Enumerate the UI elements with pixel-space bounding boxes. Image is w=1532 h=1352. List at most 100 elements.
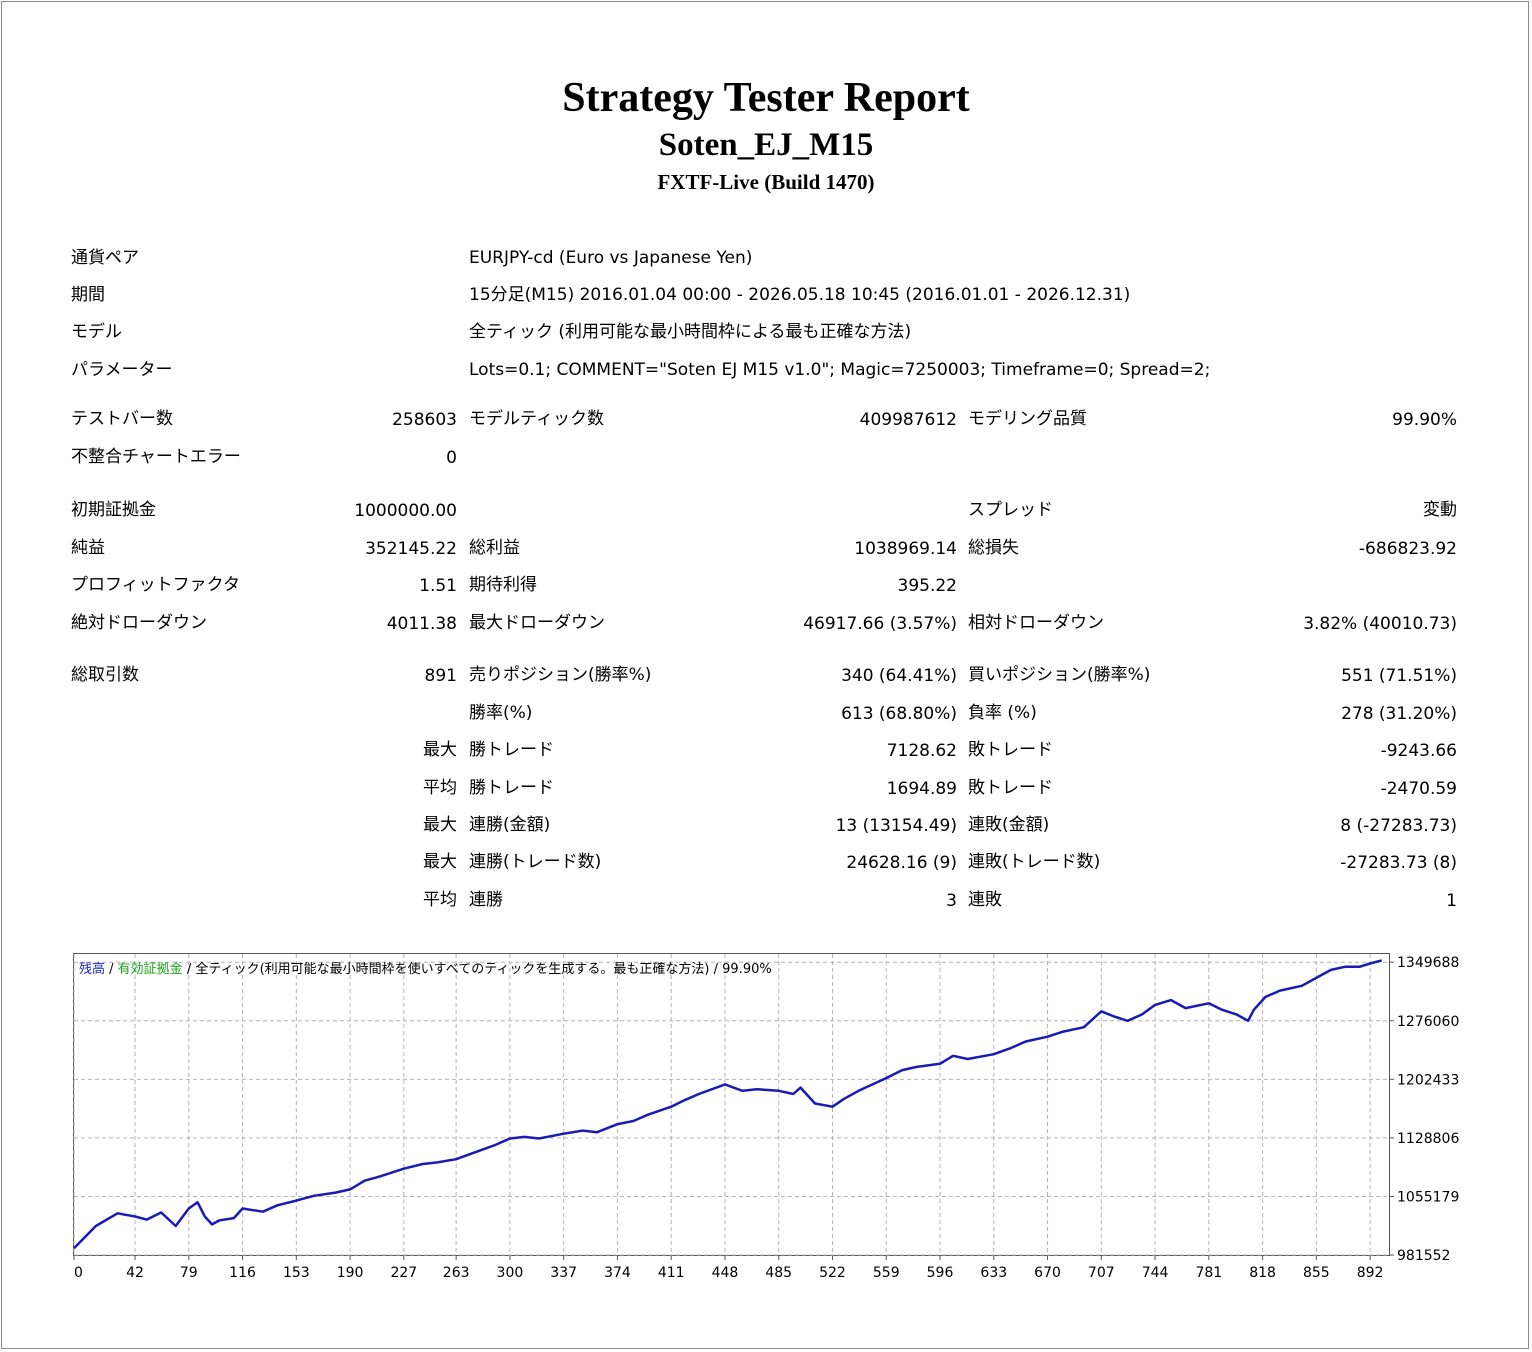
stat-value-profit-factor: 1.51 (419, 576, 457, 596)
stat-value-abs-drawdown: 4011.38 (386, 614, 457, 634)
x-tick-label: 116 (229, 1265, 256, 1281)
stat-prefix-max-1: 最大 (423, 740, 457, 760)
x-tick-label: 263 (443, 1265, 470, 1281)
stat-label-max-loss-trade: 敗トレード (968, 740, 1053, 760)
stat-label-total-trades: 総取引数 (71, 665, 139, 685)
stat-value-net-profit: 352145.22 (365, 539, 457, 559)
x-tick-label: 448 (712, 1265, 739, 1281)
stat-label-max-drawdown: 最大ドローダウン (469, 613, 605, 633)
stat-prefix-avg-1: 平均 (423, 778, 457, 798)
stat-value-expected-payoff: 395.22 (897, 576, 957, 596)
stat-value-consec-loss-count: -27283.73 (8) (1340, 853, 1457, 873)
stat-value-avg-loss-trade: -2470.59 (1380, 779, 1457, 799)
y-tick-label: 1276060 (1397, 1014, 1459, 1030)
stat-value-quality: 99.90% (1392, 410, 1457, 430)
x-tick-label: 855 (1303, 1265, 1330, 1281)
x-tick-label: 522 (819, 1265, 846, 1281)
stat-value-deposit: 1000000.00 (354, 501, 457, 521)
info-label-parameters: パラメーター (71, 360, 173, 380)
stat-label-rel-drawdown: 相対ドローダウン (968, 613, 1104, 633)
stat-value-avg-consec-loss: 1 (1446, 891, 1457, 911)
x-tick-label: 670 (1034, 1265, 1061, 1281)
x-tick-label: 559 (873, 1265, 900, 1281)
stat-label-quality: モデリング品質 (968, 409, 1087, 429)
info-value-model: 全ティック (利用可能な最小時間枠による最も正確な方法) (469, 322, 912, 342)
legend-separator: / (105, 962, 118, 977)
legend-quality: 99.90% (722, 962, 772, 977)
stat-value-bars: 258603 (392, 410, 457, 430)
legend-separator: / (182, 962, 196, 977)
info-label-symbol: 通貨ペア (71, 248, 139, 268)
stat-label-avg-loss-trade: 敗トレード (968, 778, 1053, 798)
stat-value-gross-loss: -686823.92 (1358, 539, 1457, 559)
stat-value-loss-rate: 278 (31.20%) (1341, 704, 1457, 724)
server-build: FXTF-Live (Build 1470) (657, 170, 875, 194)
stat-value-long-positions: 551 (71.51%) (1341, 666, 1457, 686)
x-tick-label: 337 (550, 1265, 577, 1281)
stat-label-net-profit: 純益 (71, 538, 105, 558)
stat-label-deposit: 初期証拠金 (71, 500, 156, 520)
x-tick-label: 744 (1142, 1265, 1169, 1281)
legend-balance: 残高 (79, 962, 106, 977)
stat-label-consec-loss-amount: 連敗(金額) (968, 815, 1050, 835)
x-tick-label: 227 (390, 1265, 417, 1281)
y-tick-label: 1349688 (1397, 955, 1459, 971)
x-tick-label: 781 (1195, 1265, 1222, 1281)
x-tick-label: 707 (1088, 1265, 1115, 1281)
stat-value-consec-win-amount: 13 (13154.49) (835, 816, 957, 836)
x-tick-label: 374 (604, 1265, 631, 1281)
stat-value-rel-drawdown: 3.82% (40010.73) (1303, 614, 1457, 634)
stat-label-ticks: モデルティック数 (469, 409, 604, 429)
stat-value-spread: 変動 (1423, 500, 1457, 520)
stat-label-avg-consec-win: 連勝 (469, 890, 503, 910)
stat-label-bars: テストバー数 (71, 409, 173, 429)
stat-value-consec-loss-amount: 8 (-27283.73) (1340, 816, 1457, 836)
x-tick-label: 485 (765, 1265, 792, 1281)
stat-label-avg-win-trade: 勝トレード (469, 778, 554, 798)
stat-label-gross-profit: 総利益 (469, 538, 520, 558)
chart-legend: 残高 / 有効証拠金 / 全ティック(利用可能な最小時間枠を使いすべてのティック… (79, 958, 772, 977)
stat-value-mismatch: 0 (446, 448, 457, 468)
x-tick-label: 300 (497, 1265, 524, 1281)
stat-label-consec-loss-count: 連敗(トレード数) (968, 852, 1101, 872)
x-tick-label: 79 (180, 1265, 198, 1281)
stat-prefix-avg-2: 平均 (423, 890, 457, 910)
x-tick-label: 411 (658, 1265, 685, 1281)
x-tick-label: 633 (980, 1265, 1007, 1281)
y-tick-label: 981552 (1397, 1248, 1450, 1264)
y-tick-label: 1055179 (1397, 1189, 1459, 1205)
legend-model: 全ティック(利用可能な最小時間枠を使いすべてのティックを生成する。最も正確な方法… (195, 962, 710, 977)
stat-value-max-win-trade: 7128.62 (886, 741, 957, 761)
ea-name: Soten_EJ_M15 (658, 127, 874, 163)
x-tick-label: 153 (283, 1265, 310, 1281)
stat-label-abs-drawdown: 絶対ドローダウン (71, 613, 207, 633)
y-tick-label: 1128806 (1397, 1131, 1459, 1147)
stat-label-short-positions: 売りポジション(勝率%) (469, 665, 652, 685)
stat-label-consec-win-amount: 連勝(金額) (469, 815, 551, 835)
x-tick-label: 42 (126, 1265, 144, 1281)
legend-separator: / (709, 962, 723, 977)
stat-label-win-rate: 勝率(%) (469, 703, 533, 723)
x-tick-label: 892 (1357, 1265, 1384, 1281)
stat-label-expected-payoff: 期待利得 (469, 575, 537, 595)
stat-value-max-drawdown: 46917.66 (3.57%) (803, 614, 957, 634)
stat-label-spread: スプレッド (968, 500, 1053, 520)
stat-label-profit-factor: プロフィットファクタ (71, 575, 240, 595)
stat-value-ticks: 409987612 (859, 410, 957, 430)
stat-label-mismatch: 不整合チャートエラー (71, 447, 241, 467)
y-tick-label: 1202433 (1397, 1072, 1459, 1088)
stat-prefix-max-2: 最大 (423, 815, 457, 835)
info-label-model: モデル (71, 322, 122, 342)
x-tick-label: 818 (1249, 1265, 1276, 1281)
stat-label-max-win-trade: 勝トレード (469, 740, 554, 760)
stat-value-avg-consec-win: 3 (946, 891, 957, 911)
stat-label-gross-loss: 総損失 (968, 538, 1019, 558)
legend-margin: 有効証拠金 (117, 962, 183, 977)
stat-label-avg-consec-loss: 連敗 (968, 890, 1002, 910)
stat-prefix-max-3: 最大 (423, 852, 457, 872)
x-tick-label: 190 (337, 1265, 364, 1281)
balance-line (73, 959, 1383, 1250)
stat-label-long-positions: 買いポジション(勝率%) (968, 665, 1151, 685)
stat-value-win-rate: 613 (68.80%) (841, 704, 957, 724)
